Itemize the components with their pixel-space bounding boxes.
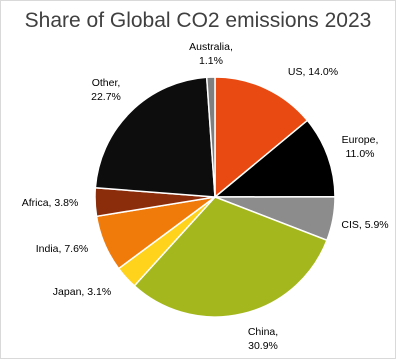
- data-label-china: China, 30.9%: [248, 326, 278, 352]
- pie-slice-australia: [205, 76, 216, 198]
- pie-slice-china: [133, 196, 328, 318]
- data-label-cis: CIS, 5.9%: [341, 219, 388, 231]
- data-label-india: India, 7.6%: [36, 243, 89, 255]
- data-label-africa: Africa, 3.8%: [22, 197, 79, 209]
- data-label-europe: Europe, 11.0%: [342, 134, 379, 160]
- pie-slice-other: [94, 76, 216, 198]
- chart-title: Share of Global CO2 emissions 2023: [24, 9, 372, 32]
- data-label-japan: Japan, 3.1%: [53, 286, 111, 298]
- data-label-us: US, 14.0%: [288, 66, 338, 78]
- pie-slice-europe: [212, 119, 336, 198]
- data-label-other: Other, 22.7%: [91, 77, 121, 103]
- data-label-australia: Australia, 1.1%: [189, 41, 233, 67]
- pie-slice-us: [214, 76, 309, 199]
